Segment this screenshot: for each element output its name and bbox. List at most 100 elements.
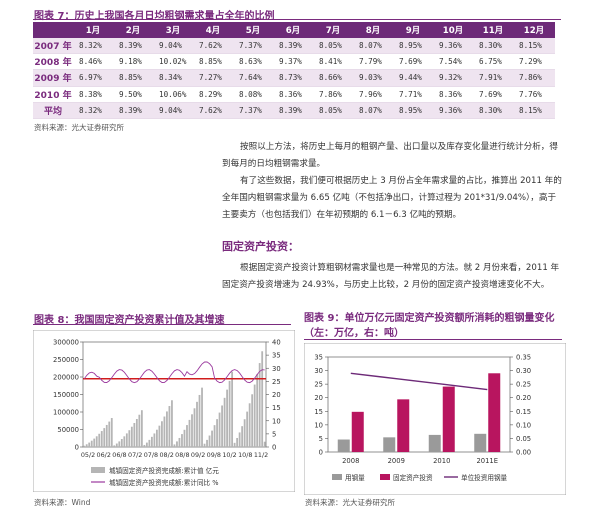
- investment-bar: [186, 425, 188, 447]
- fig8-source: 资料来源：Wind: [34, 498, 91, 507]
- investment-bar: [133, 422, 136, 447]
- table-row: 2007 年 8.32% 8.39% 9.04% 7.62% 7.37% 8.39% 8.05…: [33, 38, 555, 55]
- table-cell: 8.05%: [313, 102, 353, 119]
- table-cell: 7.64%: [233, 69, 273, 87]
- investment-bar: [181, 434, 183, 447]
- investment-bar: [218, 412, 221, 447]
- investment-bar: [211, 430, 213, 447]
- right-tick-label: 40: [272, 339, 281, 347]
- table-row: 平均 8.32% 8.39% 9.04% 7.62% 7.37% 8.39% 8.05% 8.0…: [33, 102, 555, 119]
- investment-bar: [90, 440, 93, 447]
- table-cell: 7.69%: [393, 53, 433, 71]
- table-cell: 6.75%: [473, 53, 513, 71]
- investment-bar: [173, 444, 176, 447]
- legend-unit-label: 单位投资用钢量: [461, 473, 508, 482]
- table-cell: 9.36%: [433, 102, 473, 119]
- header-month: 7月: [313, 22, 353, 38]
- table-cell: 10.06%: [153, 86, 193, 103]
- investment-bar: [105, 424, 108, 447]
- investment-bar: [216, 419, 218, 447]
- body-p3-text: 根据固定资产投资计算粗钢材需求量也是一种常见的方法。就 2 月份来看，2011 …: [222, 263, 560, 290]
- right-tick-label: 0.15: [516, 408, 531, 416]
- table-cell: 9.50%: [113, 86, 153, 103]
- x-tick-label: 10/8: [238, 451, 252, 459]
- body-p1-text: 按照以上方法，将历史上每月的粗钢产量、出口量以及库存变化量进行统计分析，得到每月…: [222, 142, 558, 169]
- right-tick-label: 0: [272, 444, 276, 452]
- table-row: 2008 年 8.46% 9.18% 10.02% 8.85% 8.63% 9.37% 8.4…: [33, 53, 555, 71]
- investment-bar: [178, 437, 181, 447]
- table-cell: 7.37%: [233, 38, 273, 55]
- unit-steel-line: [350, 372, 488, 391]
- fig7-source: 资料来源：光大证券研究所: [34, 123, 124, 132]
- x-tick-label: 11/2: [254, 451, 268, 459]
- investment-bar: [241, 426, 244, 447]
- legend-steel-label: 用钢量: [345, 474, 365, 482]
- table-cell: 8.36%: [273, 86, 313, 103]
- body-p2-text: 有了这些数据，我们便可根据历史上 3 月份占全年需求量的占比，推算出 2011 …: [222, 176, 562, 220]
- investment-bar: [161, 421, 163, 447]
- investment-bar: [118, 441, 121, 447]
- x-tick-label: 05/2: [81, 451, 95, 459]
- investment-bar: [253, 384, 256, 447]
- body-paragraph-2: 有了这些数据，我们便可根据历史上 3 月份占全年需求量的占比，推算出 2011 …: [222, 173, 562, 224]
- investment-bar: [145, 442, 148, 447]
- x-tick-label: 2010: [433, 457, 450, 465]
- header-month: 5月: [233, 22, 273, 38]
- table-cell: 8.36%: [433, 86, 473, 103]
- investment-bar: [113, 445, 116, 447]
- investment-bar: [153, 433, 156, 447]
- fig8-rule: [33, 324, 291, 325]
- left-tick-label: 25: [314, 381, 323, 389]
- table-cell: 8.85%: [193, 53, 233, 71]
- x-tick-label: 09/8: [207, 451, 221, 459]
- investment-bar: [238, 432, 241, 447]
- steel-use-bar: [428, 434, 441, 452]
- investment-bar: [115, 443, 118, 447]
- table-cell: 8.39%: [273, 38, 313, 55]
- investment-bar: [120, 438, 123, 447]
- fixed-investment-bar: [488, 373, 501, 452]
- section-heading: 固定资产投资：: [222, 240, 299, 253]
- table-cell: 7.91%: [473, 69, 513, 87]
- fig9-rule: [304, 339, 562, 340]
- investment-bar: [138, 414, 141, 447]
- investment-bar: [171, 400, 173, 447]
- header-month: 4月: [193, 22, 233, 38]
- table-cell: 8.85%: [113, 69, 153, 87]
- investment-bar: [196, 401, 198, 447]
- steel-use-bar: [383, 437, 396, 452]
- investment-bar: [158, 425, 161, 447]
- investment-bar: [228, 380, 231, 447]
- table-row: 2010 年 8.38% 9.50% 10.06% 8.29% 8.08% 8.36% 7.8…: [33, 86, 555, 103]
- x-tick-label: 2011E: [476, 457, 498, 465]
- table-cell: 8.39%: [113, 102, 153, 119]
- right-tick-label: 0.30: [516, 367, 531, 375]
- left-tick-label: 200000: [53, 374, 79, 382]
- row-label: 平均: [33, 102, 73, 119]
- table-cell: 8.32%: [73, 102, 113, 119]
- investment-bar: [176, 441, 178, 447]
- legend-line-label: 城镇固定资产投资完成额:累计同比 %: [109, 478, 219, 487]
- table-cell: 7.79%: [353, 53, 393, 71]
- table-cell: 7.86%: [513, 69, 555, 87]
- investment-bar: [191, 414, 193, 447]
- monthly-ratio-table: 1月 2月 3月 4月 5月 6月 7月 8月 9月 10月 11月 12月 2007 年 8.32% 8…: [33, 22, 555, 119]
- header-month: 2月: [113, 22, 153, 38]
- investment-bar: [261, 351, 264, 447]
- investment-bar: [213, 425, 216, 447]
- table-cell: 8.07%: [353, 102, 393, 119]
- investment-bar: [236, 437, 239, 447]
- steel-use-bar: [337, 439, 350, 452]
- table-cell: 7.69%: [473, 86, 513, 103]
- investment-bar: [108, 421, 111, 447]
- investment-bar: [206, 439, 208, 447]
- table-cell: 8.05%: [313, 38, 353, 55]
- investment-bar: [155, 429, 158, 447]
- left-tick-label: 150000: [53, 391, 79, 399]
- header-month: 6月: [273, 22, 313, 38]
- body-paragraph-1: 按照以上方法，将历史上每月的粗钢产量、出口量以及库存变化量进行统计分析，得到每月…: [222, 139, 562, 173]
- right-tick-label: 25: [272, 378, 281, 386]
- table-cell: 8.07%: [353, 38, 393, 55]
- investment-bar: [198, 394, 201, 447]
- investment-bar: [135, 418, 138, 447]
